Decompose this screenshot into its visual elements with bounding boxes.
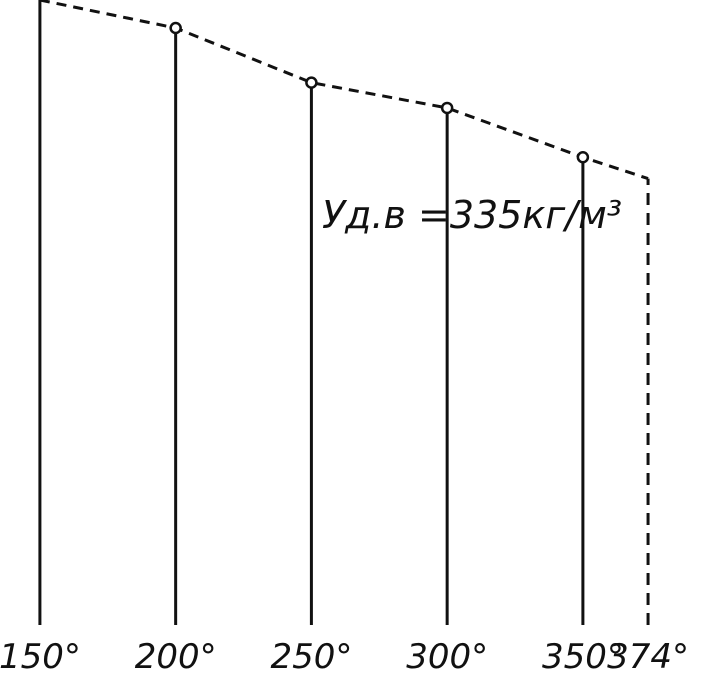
marker (440, 101, 454, 115)
marker (576, 150, 590, 164)
x-tick-label: 150° (0, 637, 81, 677)
x-tick-label: 350° (542, 637, 624, 677)
marker (169, 21, 182, 35)
x-tick-label: 250° (270, 637, 352, 677)
trend-line (39, 0, 649, 180)
x-tick-label: 200° (135, 637, 217, 677)
x-tick-label: 300° (406, 637, 488, 677)
marker (305, 76, 318, 89)
x-tick-label: 374° (607, 637, 689, 677)
annotation: Уд.в =335кг/м³ (322, 193, 622, 237)
